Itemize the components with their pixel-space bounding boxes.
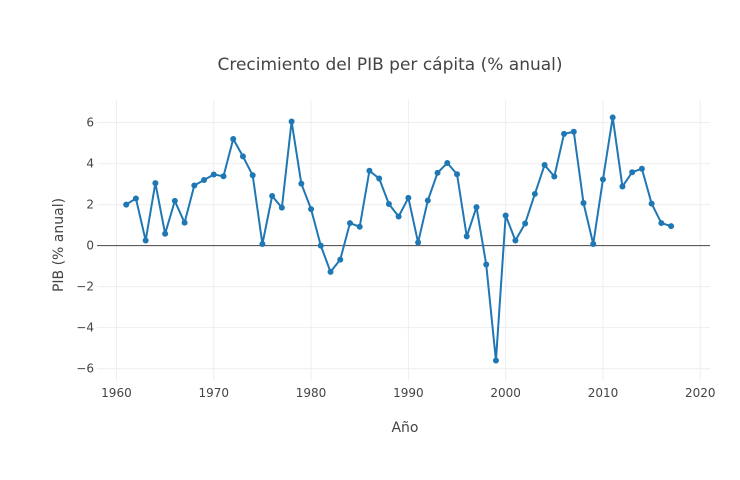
data-point[interactable] xyxy=(415,239,422,246)
data-point[interactable] xyxy=(385,200,392,207)
y-axis-ticks: −6 −4 −2 0 2 4 6 xyxy=(76,116,94,376)
data-point[interactable] xyxy=(629,169,636,176)
data-point[interactable] xyxy=(619,183,626,190)
data-point[interactable] xyxy=(551,173,558,180)
data-point[interactable] xyxy=(298,180,305,187)
data-point[interactable] xyxy=(123,201,130,208)
series xyxy=(123,114,675,364)
data-point[interactable] xyxy=(492,357,499,364)
data-point[interactable] xyxy=(590,240,597,247)
data-point[interactable] xyxy=(171,197,178,204)
data-point[interactable] xyxy=(317,242,324,249)
x-tick-label: 2020 xyxy=(685,386,716,400)
data-point[interactable] xyxy=(405,194,412,201)
y-tick-label: 0 xyxy=(86,239,94,253)
y-tick-label: 4 xyxy=(86,157,94,171)
data-point[interactable] xyxy=(356,223,363,230)
data-point[interactable] xyxy=(376,175,383,182)
x-tick-label: 1970 xyxy=(198,386,229,400)
data-point[interactable] xyxy=(278,204,285,211)
data-point[interactable] xyxy=(473,204,480,211)
data-point[interactable] xyxy=(541,162,548,169)
x-tick-label: 1980 xyxy=(296,386,327,400)
data-point[interactable] xyxy=(249,172,256,179)
data-point[interactable] xyxy=(191,182,198,189)
data-point[interactable] xyxy=(463,233,470,240)
y-axis-title: PIB (% anual) xyxy=(51,198,67,292)
data-point[interactable] xyxy=(259,240,266,247)
data-point[interactable] xyxy=(658,220,665,227)
x-tick-label: 1990 xyxy=(393,386,424,400)
data-point[interactable] xyxy=(210,171,217,178)
data-point[interactable] xyxy=(580,199,587,206)
data-point[interactable] xyxy=(395,213,402,220)
x-axis-title: Año xyxy=(391,420,418,436)
data-point[interactable] xyxy=(638,165,645,172)
data-point[interactable] xyxy=(132,195,139,202)
data-point[interactable] xyxy=(434,169,441,176)
series-line xyxy=(125,116,672,362)
data-point[interactable] xyxy=(648,200,655,207)
data-point[interactable] xyxy=(512,237,519,244)
x-tick-label: 2010 xyxy=(588,386,619,400)
data-point[interactable] xyxy=(337,256,344,263)
y-tick-label: 2 xyxy=(86,198,94,212)
data-point[interactable] xyxy=(346,220,353,227)
data-point[interactable] xyxy=(531,190,538,197)
data-point[interactable] xyxy=(444,159,451,166)
data-point[interactable] xyxy=(152,180,159,187)
data-point[interactable] xyxy=(181,219,188,226)
data-point[interactable] xyxy=(142,237,149,244)
data-point[interactable] xyxy=(599,176,606,183)
data-point[interactable] xyxy=(269,192,276,199)
data-point[interactable] xyxy=(308,206,315,213)
y-tick-label: −2 xyxy=(76,280,94,294)
data-point[interactable] xyxy=(162,230,169,237)
data-point[interactable] xyxy=(668,223,675,230)
data-point[interactable] xyxy=(570,128,577,135)
data-point[interactable] xyxy=(424,197,431,204)
y-tick-label: 6 xyxy=(86,116,94,130)
x-axis-ticks: 1960 1970 1980 1990 2000 2010 2020 xyxy=(101,386,715,400)
data-point[interactable] xyxy=(522,220,529,227)
data-point[interactable] xyxy=(230,135,237,142)
data-point[interactable] xyxy=(327,268,334,275)
data-point[interactable] xyxy=(220,173,227,180)
data-point[interactable] xyxy=(288,118,295,125)
data-point[interactable] xyxy=(561,130,568,137)
chart-title: Crecimiento del PIB per cápita (% anual) xyxy=(217,55,562,75)
data-point[interactable] xyxy=(483,261,490,268)
data-point[interactable] xyxy=(201,176,208,183)
data-point[interactable] xyxy=(366,167,373,174)
y-tick-label: −4 xyxy=(76,321,94,335)
data-point[interactable] xyxy=(454,171,461,178)
x-tick-label: 1960 xyxy=(101,386,132,400)
data-point[interactable] xyxy=(609,114,616,121)
data-point[interactable] xyxy=(239,153,246,160)
y-tick-label: −6 xyxy=(76,362,94,376)
x-tick-label: 2000 xyxy=(490,386,521,400)
grid xyxy=(97,100,710,381)
data-point[interactable] xyxy=(502,212,509,219)
